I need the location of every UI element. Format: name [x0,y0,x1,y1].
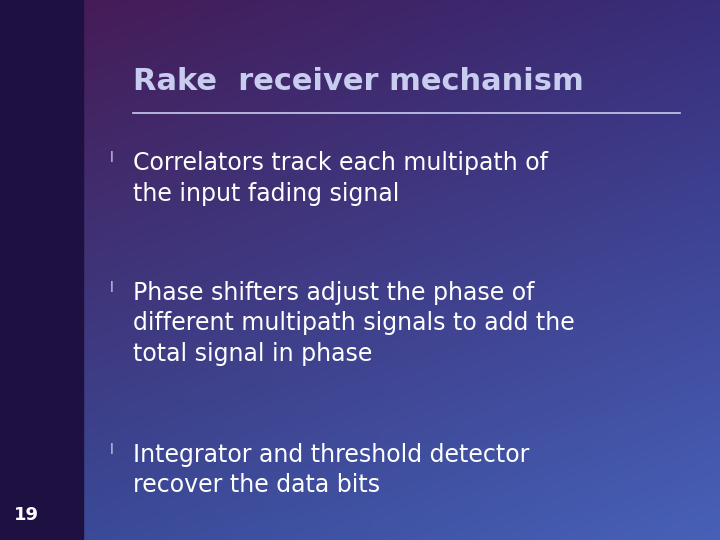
Text: Correlators track each multipath of
the input fading signal: Correlators track each multipath of the … [133,151,548,206]
Bar [0,0,83,540]
Text: Rake  receiver mechanism: Rake receiver mechanism [133,68,584,97]
Text: l: l [109,281,114,295]
Text: l: l [109,151,114,165]
Text: l: l [109,443,114,457]
Text: Phase shifters adjust the phase of
different multipath signals to add the
total : Phase shifters adjust the phase of diffe… [133,281,575,366]
Text: 19: 19 [14,506,40,524]
Text: Integrator and threshold detector
recover the data bits: Integrator and threshold detector recove… [133,443,530,497]
